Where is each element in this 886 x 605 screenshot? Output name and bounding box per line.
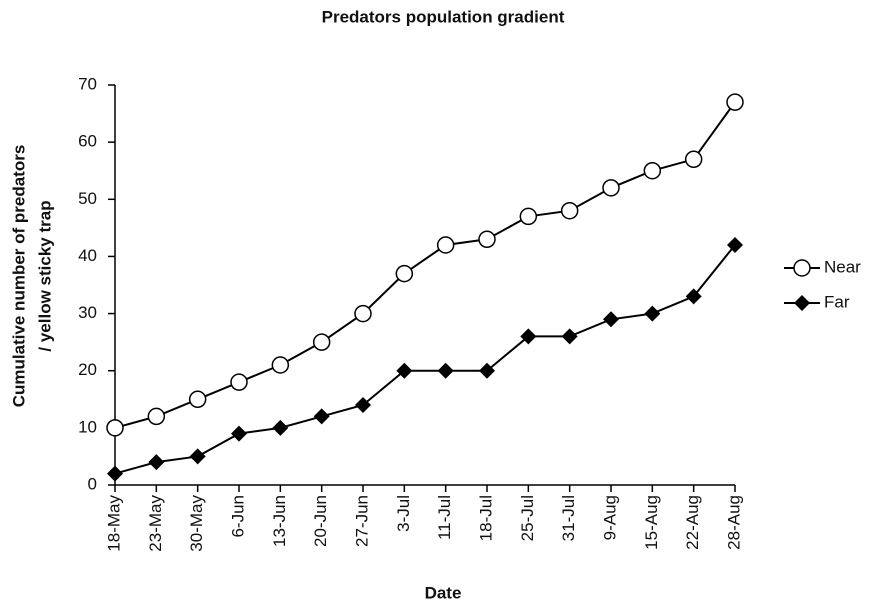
data-point [727, 237, 743, 253]
data-point [189, 448, 206, 465]
data-point [272, 419, 289, 436]
chart-title: Predators population gradient [322, 7, 565, 26]
data-point [313, 408, 330, 425]
data-point [148, 454, 165, 471]
data-point [188, 390, 207, 409]
legend-marker [793, 259, 811, 277]
x-tick-label: 22-Aug [683, 495, 702, 550]
y-tick-label: 60 [78, 132, 97, 151]
data-point [520, 328, 537, 345]
y-tick-label: 50 [78, 189, 97, 208]
data-point [726, 93, 744, 111]
data-point [230, 373, 248, 391]
x-tick-label: 13-Jun [270, 495, 289, 547]
data-point [603, 311, 619, 328]
x-tick-label: 3-Jul [394, 495, 413, 532]
y-tick-label: 70 [78, 74, 97, 93]
x-tick-label: 23-May [146, 495, 165, 552]
x-tick-label: 15-Aug [642, 495, 661, 550]
data-point [602, 179, 620, 197]
data-point [561, 328, 578, 345]
data-point [437, 362, 454, 379]
x-tick-label: 9-Aug [600, 495, 619, 540]
x-tick-label: 28-Aug [724, 495, 743, 550]
data-point [107, 465, 123, 482]
legend-marker [794, 295, 810, 311]
data-point [479, 362, 495, 379]
data-point [312, 333, 331, 351]
x-tick-label: 31-Jul [559, 495, 578, 541]
data-point [396, 362, 413, 379]
y-tick-label: 20 [78, 360, 97, 379]
y-tick-label: 10 [78, 417, 97, 436]
x-tick-label: 25-Jul [518, 495, 537, 541]
x-tick-label: 27-Jun [352, 495, 371, 547]
data-point [685, 288, 702, 305]
series-line [114, 101, 736, 429]
data-point [644, 305, 661, 322]
data-point [355, 397, 371, 413]
data-point [478, 230, 496, 249]
y-tick-label: 40 [78, 246, 97, 265]
data-point [147, 407, 166, 426]
x-tick-label: 20-Jun [311, 495, 330, 547]
x-tick-label: 18-May [104, 495, 123, 552]
data-point [395, 264, 414, 283]
y-tick-label: 30 [78, 303, 97, 322]
x-tick-label: 30-May [187, 495, 206, 552]
legend-label: Far [824, 292, 850, 311]
legend-label: Near [824, 257, 861, 276]
x-tick-label: 18-Jul [476, 495, 495, 541]
x-axis-title: Date [425, 583, 462, 602]
y-tick-label: 0 [88, 474, 97, 493]
data-point [436, 236, 455, 254]
y-axis-title: Cumulative number of predators [9, 145, 28, 408]
y-axis-title: / yellow sticky trap [35, 200, 54, 351]
data-point [354, 304, 372, 323]
data-point [231, 425, 247, 442]
data-point [106, 419, 124, 437]
data-point [560, 201, 579, 220]
x-tick-label: 11-Jul [435, 495, 454, 540]
data-point [271, 356, 290, 374]
data-point [684, 150, 703, 169]
data-point [519, 207, 538, 226]
x-tick-label: 6-Jun [228, 495, 247, 538]
data-point [643, 161, 662, 180]
series-line [114, 244, 736, 475]
